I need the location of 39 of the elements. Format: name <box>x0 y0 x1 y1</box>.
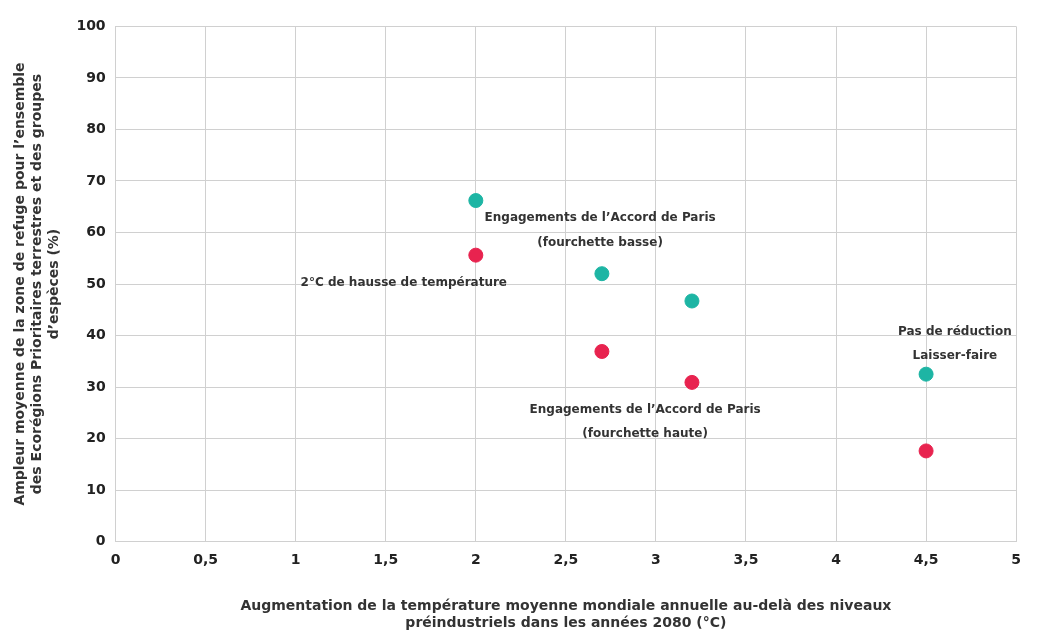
x-axis-title: Augmentation de la température moyenne mondiale annuelle au-delà des niveaux préindustriels dans les années 2080 (°C) <box>240 597 892 631</box>
x-tick-label: 4 <box>831 550 842 567</box>
x-tick-label: 4,5 <box>913 550 939 567</box>
x-tick-label: 0 <box>110 550 121 567</box>
point <box>918 366 934 382</box>
annotation: (fourchette haute) <box>582 426 708 441</box>
annotation: Pas de réduction <box>898 323 1012 338</box>
x-tick-label: 2,5 <box>553 550 579 567</box>
annotation: (fourchette basse) <box>537 234 663 249</box>
annotation: 2°C de hausse de température <box>300 274 507 289</box>
y-tick-label: 60 <box>86 223 106 240</box>
annotation: Engagements de l’Accord de Paris <box>484 209 716 224</box>
point <box>684 293 700 309</box>
point <box>468 193 484 209</box>
x-tick-label: 1 <box>290 550 301 567</box>
x-tick-label: 3 <box>651 550 661 567</box>
y-tick-label: 100 <box>76 17 106 34</box>
x-tick-label: 0,5 <box>193 550 219 567</box>
y-tick-label: 90 <box>86 68 106 85</box>
point <box>684 374 700 390</box>
y-tick-label: 50 <box>86 274 106 291</box>
y-tick-label: 10 <box>86 480 106 497</box>
y-axis-title: Ampleur moyenne de la zone de refuge pour l’ensemble des Ecorégions Prioritaires terrestres et des groupes d’espèces (%) <box>11 62 61 506</box>
y-tick-label: 80 <box>86 120 106 137</box>
annotation: Laisser-faire <box>912 348 998 363</box>
y-tick-label: 40 <box>86 326 106 343</box>
point <box>918 443 934 459</box>
y-tick-label: 70 <box>86 171 106 188</box>
point <box>468 247 484 263</box>
annotation: Engagements de l’Accord de Paris <box>529 402 761 417</box>
y-tick-label: 0 <box>95 532 106 549</box>
x-tick-label: 1,5 <box>373 550 399 567</box>
x-tick-label: 3,5 <box>733 550 759 567</box>
x-tick-label: 5 <box>1011 550 1021 567</box>
y-tick-label: 30 <box>86 377 106 394</box>
x-tick-label: 2 <box>470 550 481 567</box>
point <box>594 343 610 359</box>
y-tick-label: 20 <box>86 429 106 446</box>
point <box>594 266 610 282</box>
